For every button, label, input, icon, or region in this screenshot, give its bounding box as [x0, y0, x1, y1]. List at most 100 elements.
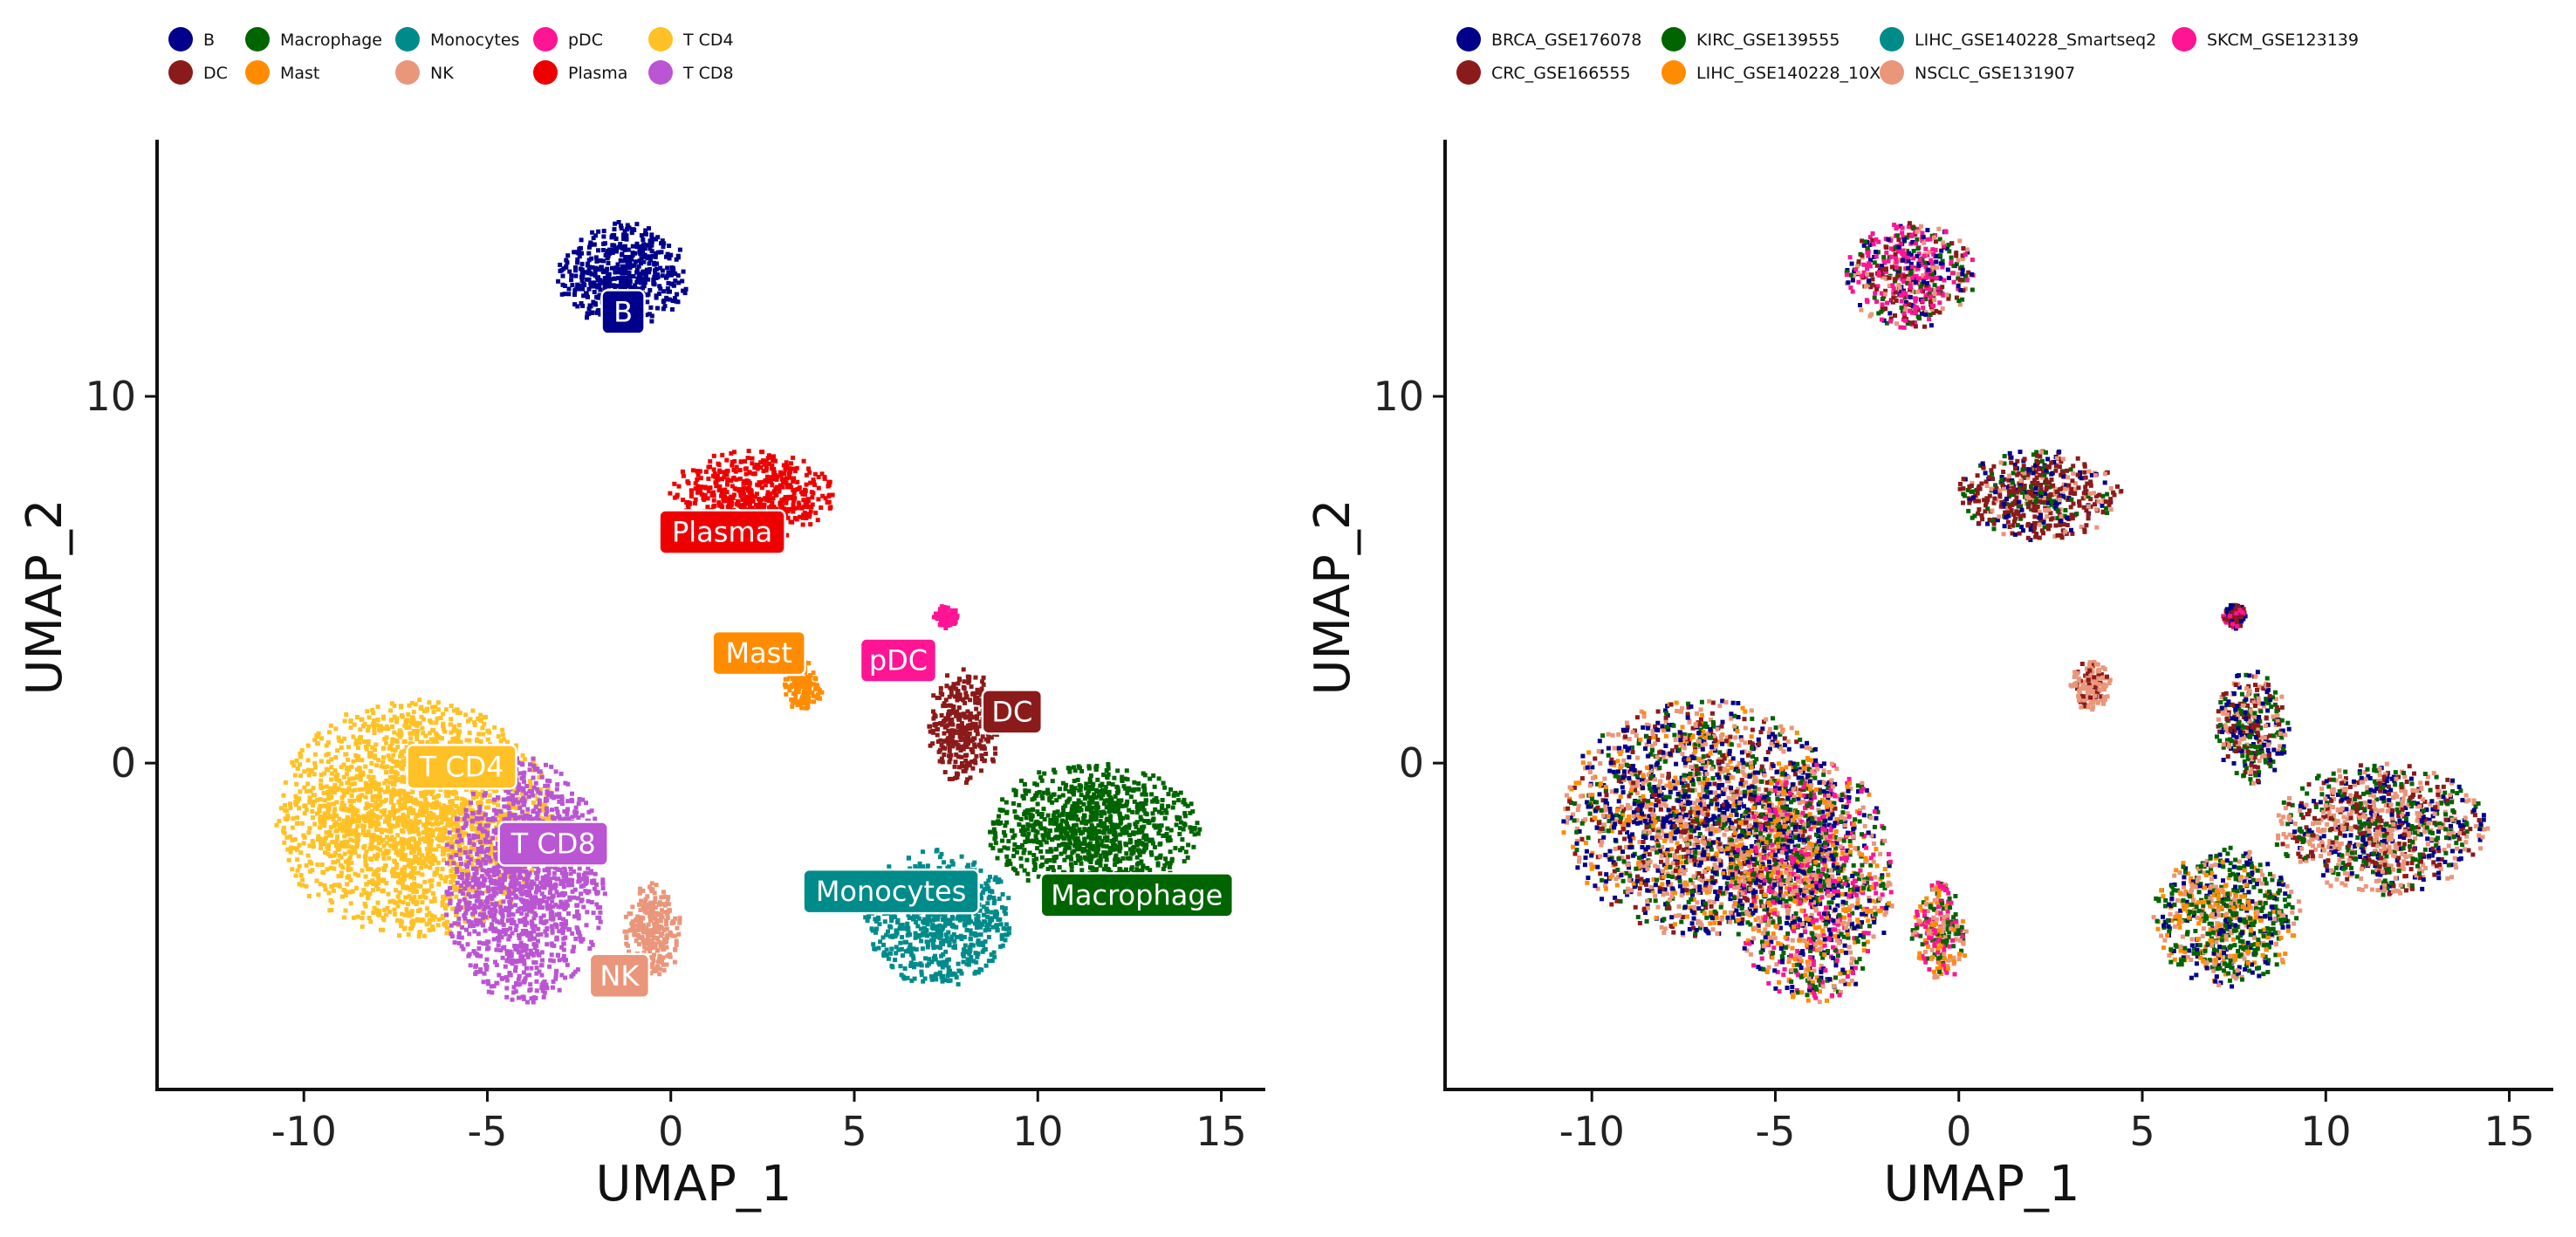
point [398, 806, 403, 811]
point [800, 701, 805, 705]
point [367, 880, 372, 884]
point [947, 939, 952, 945]
point [463, 860, 469, 865]
point [938, 738, 943, 743]
point [1154, 795, 1159, 801]
point [1004, 820, 1010, 825]
point [970, 766, 976, 771]
point [967, 731, 972, 736]
point [766, 453, 771, 458]
point [359, 892, 364, 897]
point [807, 470, 812, 475]
point [1160, 803, 1165, 808]
point [393, 859, 397, 864]
point [1139, 817, 1144, 822]
point [448, 823, 453, 828]
point [800, 522, 805, 527]
point [394, 850, 399, 856]
point [937, 935, 942, 940]
point [572, 302, 578, 307]
point [1179, 820, 1183, 825]
point [414, 723, 420, 728]
point [981, 904, 986, 910]
point [971, 723, 976, 728]
point [539, 805, 545, 810]
point [411, 810, 415, 815]
point [1052, 810, 1058, 815]
point [395, 815, 401, 821]
point [655, 272, 661, 277]
point [947, 943, 952, 948]
point [951, 728, 956, 733]
point [1116, 789, 1121, 794]
point [1120, 856, 1126, 861]
point [703, 469, 709, 474]
point [593, 233, 599, 238]
point [967, 675, 972, 680]
point [604, 268, 609, 273]
point [720, 452, 725, 457]
point [960, 724, 964, 729]
point [964, 745, 969, 749]
point [1094, 801, 1100, 806]
point [968, 928, 973, 933]
point [963, 914, 969, 919]
point [695, 484, 701, 489]
point [945, 958, 950, 963]
point [1106, 792, 1112, 797]
point [1106, 780, 1112, 786]
point [633, 259, 638, 265]
point [1143, 801, 1148, 807]
point [968, 937, 973, 942]
point [333, 755, 339, 759]
point [1152, 823, 1157, 828]
point [827, 505, 832, 511]
point [1082, 841, 1087, 846]
point [331, 817, 336, 822]
point [947, 694, 952, 699]
point [936, 695, 942, 700]
point [808, 480, 813, 485]
point [319, 846, 324, 851]
point [1141, 835, 1147, 841]
point [606, 282, 612, 287]
point [908, 866, 913, 871]
point [379, 808, 384, 814]
point [1153, 807, 1158, 812]
point [558, 268, 563, 273]
point [797, 686, 802, 691]
point [787, 466, 792, 471]
point [982, 759, 987, 764]
point [1141, 771, 1146, 776]
point [348, 832, 353, 837]
point [1069, 810, 1074, 815]
point [593, 255, 599, 260]
point [586, 306, 592, 312]
point [966, 920, 971, 925]
point [349, 781, 354, 787]
point [771, 496, 776, 501]
point [789, 697, 794, 702]
point [322, 842, 326, 847]
point [778, 500, 783, 505]
point [670, 299, 675, 303]
point [656, 292, 661, 296]
point [893, 958, 898, 963]
point [1018, 856, 1024, 861]
point [760, 458, 765, 464]
point [586, 261, 590, 266]
point [302, 811, 307, 816]
point [765, 490, 771, 495]
point [624, 282, 629, 287]
point [638, 273, 643, 278]
point [1134, 842, 1140, 848]
point [1112, 827, 1116, 832]
point [1155, 861, 1161, 866]
point [963, 753, 968, 759]
point [1134, 862, 1140, 867]
point [1072, 768, 1078, 773]
point [572, 250, 577, 255]
legend-item: Monocytes [395, 27, 519, 52]
point [339, 807, 345, 812]
point [1127, 832, 1132, 837]
